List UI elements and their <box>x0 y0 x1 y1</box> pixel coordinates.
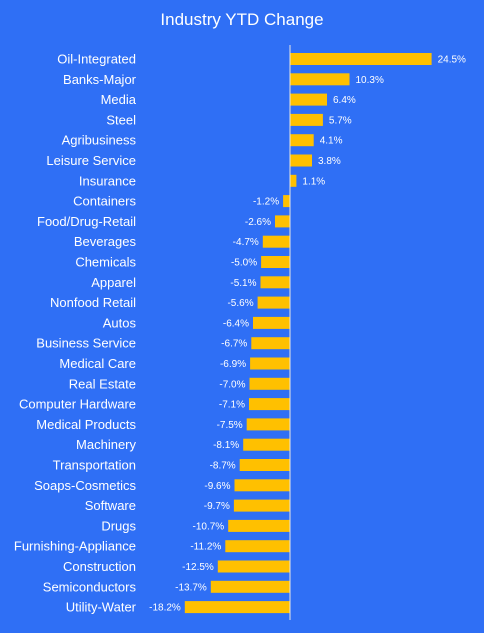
value-label: 10.3% <box>356 75 384 86</box>
value-label: -4.7% <box>233 237 259 248</box>
category-label: Transportation <box>53 458 136 473</box>
value-label: 3.8% <box>318 156 341 167</box>
category-label: Utility-Water <box>66 600 137 615</box>
category-label: Real Estate <box>69 376 136 391</box>
value-label: -11.2% <box>190 542 221 553</box>
value-label: 1.1% <box>302 176 325 187</box>
bar <box>290 174 297 187</box>
bar <box>217 560 291 573</box>
bar <box>253 316 290 329</box>
category-label: Containers <box>73 194 136 209</box>
category-label: Leisure Service <box>46 153 136 168</box>
category-label: Media <box>101 92 137 107</box>
value-label: -6.4% <box>223 318 249 329</box>
category-label: Autos <box>103 315 137 330</box>
bar <box>249 398 290 411</box>
value-label: -8.1% <box>213 440 239 451</box>
value-label: 4.1% <box>320 136 343 147</box>
category-label: Insurance <box>79 173 136 188</box>
category-label: Business Service <box>36 336 136 351</box>
bar <box>290 93 327 106</box>
bar <box>239 459 290 471</box>
bar <box>228 519 290 532</box>
value-label: 6.4% <box>333 95 356 106</box>
bar <box>260 276 290 289</box>
category-label: Steel <box>106 112 136 127</box>
bar <box>275 215 290 228</box>
category-label: Furnishing-Appliance <box>14 539 136 554</box>
value-label: -12.5% <box>182 562 214 573</box>
value-label: -7.5% <box>217 420 243 431</box>
value-label: -6.9% <box>220 359 246 370</box>
bar <box>262 235 290 248</box>
category-label: Semiconductors <box>43 579 137 594</box>
value-label: -18.2% <box>149 603 181 614</box>
value-label: -5.6% <box>227 298 253 309</box>
value-label: -1.2% <box>253 197 279 208</box>
category-label: Chemicals <box>75 255 136 270</box>
value-label: -2.6% <box>245 217 271 228</box>
bar <box>251 337 290 350</box>
bar <box>210 580 290 593</box>
value-label: -13.7% <box>175 582 207 593</box>
bar <box>257 296 290 309</box>
bar <box>233 499 290 512</box>
bar <box>290 53 432 65</box>
value-label: -8.7% <box>210 461 236 472</box>
bar <box>261 256 290 268</box>
category-label: Food/Drug-Retail <box>37 214 136 229</box>
bar <box>290 134 314 147</box>
category-label: Apparel <box>91 275 136 290</box>
category-label: Banks-Major <box>63 72 137 87</box>
value-label: -6.7% <box>221 339 247 350</box>
value-label: -9.7% <box>204 501 230 512</box>
value-label: 5.7% <box>329 115 352 126</box>
category-label: Drugs <box>101 518 136 533</box>
bar <box>290 73 350 86</box>
value-label: -7.0% <box>219 379 245 390</box>
bar <box>243 438 290 451</box>
category-label: Medical Products <box>36 417 136 432</box>
value-label: -5.0% <box>231 258 257 269</box>
category-label: Soaps-Cosmetics <box>34 478 136 493</box>
chart-title: Industry YTD Change <box>160 10 324 29</box>
value-label: -7.1% <box>219 400 245 411</box>
bar <box>290 113 323 126</box>
category-label: Nonfood Retail <box>50 295 136 310</box>
value-label: -10.7% <box>193 521 225 532</box>
category-label: Oil-Integrated <box>57 52 136 67</box>
category-label: Construction <box>63 559 136 574</box>
category-label: Beverages <box>74 234 137 249</box>
category-label: Medical Care <box>59 356 136 371</box>
bar <box>290 154 312 167</box>
value-label: -9.6% <box>204 481 230 492</box>
bar <box>283 195 290 208</box>
bar <box>184 601 290 614</box>
category-label: Software <box>85 498 136 513</box>
value-label: -5.1% <box>230 278 256 289</box>
category-label: Machinery <box>76 437 136 452</box>
bar <box>249 377 290 390</box>
bar <box>250 357 290 370</box>
bar <box>225 540 290 553</box>
category-label: Agribusiness <box>62 133 137 148</box>
value-label: 24.5% <box>438 55 466 66</box>
bar <box>234 479 290 492</box>
bar <box>246 418 291 431</box>
category-label: Computer Hardware <box>19 397 136 412</box>
